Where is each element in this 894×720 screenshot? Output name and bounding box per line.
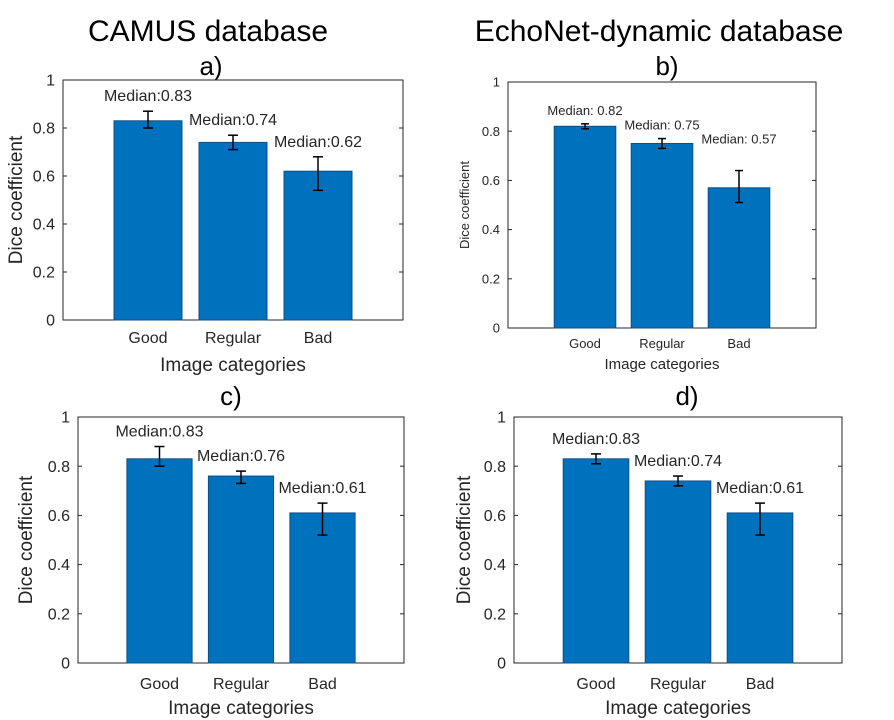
data-label: Median:0.74 [634, 453, 722, 470]
chart-panel-2: b) 0 0.2 0.4 0.6 0.8 1 Median: 0.82 Good Median: … [457, 51, 817, 373]
x-axis-label: Image categories [160, 355, 306, 376]
x-tick-label: Good [569, 336, 601, 351]
y-tick-label: 1 [497, 410, 506, 427]
panel-letter: c) [220, 381, 242, 411]
bar [207, 475, 275, 664]
bar [198, 141, 268, 321]
x-tick-label: Bad [746, 676, 774, 693]
panel-letter: d) [675, 381, 698, 411]
chart-panel-1: a) 0 0.2 0.4 0.6 0.8 1 Median:0.83 Good Median:0.… [6, 51, 404, 376]
data-label: Median:0.61 [716, 480, 804, 497]
data-label: Median:0.76 [197, 448, 285, 465]
bar [562, 458, 630, 664]
y-tick-label: 0.6 [48, 508, 70, 525]
y-axis-label: Dice coefficient [454, 475, 475, 604]
y-tick-label: 1 [61, 410, 70, 427]
x-tick-label: Bad [727, 336, 750, 351]
panel-letter: a) [199, 51, 222, 81]
panel-letter: b) [655, 51, 678, 81]
y-tick-label: 0 [497, 656, 506, 673]
data-label: Median: 0.75 [624, 118, 699, 133]
y-tick-label: 0.4 [484, 557, 506, 574]
data-label: Median: 0.82 [547, 103, 622, 118]
data-label: Median:0.62 [274, 134, 362, 151]
x-tick-label: Bad [308, 676, 336, 693]
x-tick-label: Regular [650, 676, 707, 693]
y-tick-label: 0.8 [482, 124, 500, 139]
y-tick-label: 0.4 [33, 217, 55, 234]
bar [283, 170, 353, 321]
column-title-camus: CAMUS database [88, 15, 328, 48]
x-tick-label: Bad [304, 330, 332, 347]
chart-panel-4: d) 0 0.2 0.4 0.6 0.8 1 Median:0.83 Good Median:0.… [454, 381, 843, 719]
bar [707, 187, 771, 329]
y-tick-label: 0.8 [33, 121, 55, 138]
bar [113, 120, 183, 321]
x-tick-label: Regular [213, 676, 270, 693]
x-tick-label: Good [140, 676, 179, 693]
x-tick-label: Good [128, 330, 167, 347]
x-axis-label: Image categories [168, 698, 314, 719]
y-axis-label: Dice coefficient [6, 135, 27, 264]
y-tick-label: 0.8 [48, 459, 70, 476]
data-label: Median:0.83 [552, 431, 640, 448]
data-label: Median: 0.57 [701, 132, 776, 147]
y-tick-label: 0 [493, 321, 500, 336]
y-tick-label: 0.2 [482, 271, 500, 286]
y-tick-label: 0.4 [48, 557, 70, 574]
column-title-echonet: EchoNet-dynamic database [475, 15, 844, 48]
x-tick-label: Regular [205, 330, 262, 347]
y-tick-label: 0 [46, 313, 55, 330]
chart-panels: a) 0 0.2 0.4 0.6 0.8 1 Median:0.83 Good Median:0.… [6, 51, 843, 719]
x-tick-label: Good [576, 676, 615, 693]
bar [726, 512, 794, 664]
y-tick-label: 1 [493, 75, 500, 90]
y-tick-label: 0.2 [484, 606, 506, 623]
y-tick-label: 0.2 [33, 265, 55, 282]
y-tick-label: 1 [46, 73, 55, 90]
data-label: Median:0.83 [115, 424, 203, 441]
data-label: Median:0.61 [278, 480, 366, 497]
bar [126, 458, 193, 664]
bar [644, 480, 712, 664]
x-axis-label: Image categories [604, 356, 719, 373]
y-tick-label: 0.6 [33, 169, 55, 186]
chart-panel-3: c) 0 0.2 0.4 0.6 0.8 1 Median:0.83 Good Median:0.… [16, 381, 405, 719]
y-tick-label: 0 [61, 656, 70, 673]
data-label: Median:0.74 [189, 112, 277, 129]
data-label: Median:0.83 [104, 88, 192, 105]
y-axis-label: Dice coefficient [16, 475, 37, 604]
x-tick-label: Regular [639, 336, 685, 351]
y-tick-label: 0.8 [484, 459, 506, 476]
y-tick-label: 0.6 [484, 508, 506, 525]
x-axis-label: Image categories [605, 698, 751, 719]
bar [553, 125, 617, 329]
y-tick-label: 0.2 [48, 606, 70, 623]
bar [630, 143, 694, 329]
y-tick-label: 0.6 [482, 173, 500, 188]
y-axis-label: Dice coefficient [457, 161, 472, 249]
y-tick-label: 0.4 [482, 222, 500, 237]
